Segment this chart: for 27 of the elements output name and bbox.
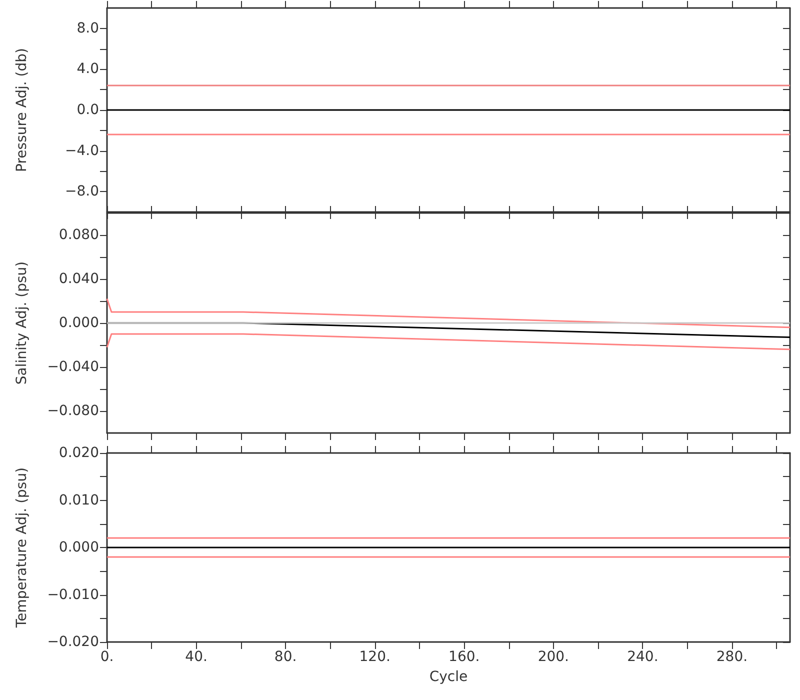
- y-tick-label: −0.020: [47, 634, 99, 650]
- y-tick-label: 0.040: [58, 271, 99, 287]
- y-tick-label: 8.0: [76, 20, 99, 36]
- y-tick-label: 0.000: [58, 315, 99, 331]
- y-tick-label: −4.0: [65, 142, 99, 159]
- y-tick-label: −0.080: [47, 403, 99, 419]
- y-tick-label: −0.010: [47, 586, 99, 603]
- x-tick-label: 160.: [448, 649, 480, 665]
- y-tick-label: 4.0: [76, 61, 99, 78]
- x-tick-label: 0.: [100, 649, 114, 665]
- x-tick-label: 240.: [627, 649, 658, 665]
- y-tick-label: 0.080: [58, 227, 99, 243]
- x-tick-label: 80.: [274, 649, 297, 665]
- y-axis-title: Pressure Adj. (db): [14, 48, 30, 172]
- y-tick-label: 0.020: [58, 445, 99, 461]
- x-tick-label: 120.: [359, 649, 390, 665]
- x-tick-label: 40.: [185, 649, 208, 665]
- y-axis-title: Salinity Adj. (psu): [14, 261, 30, 385]
- y-tick-label: 0.000: [58, 540, 99, 556]
- y-axis-title: Temperature Adj. (psu): [14, 467, 30, 629]
- y-tick-label: −8.0: [65, 184, 99, 200]
- x-tick-label: 200.: [538, 649, 569, 665]
- x-axis-title: Cycle: [429, 669, 468, 685]
- y-tick-label: 0.010: [58, 492, 99, 508]
- y-tick-label: −0.040: [47, 359, 99, 375]
- y-tick-label: 0.0: [76, 102, 99, 118]
- x-tick-label: 280.: [716, 649, 748, 665]
